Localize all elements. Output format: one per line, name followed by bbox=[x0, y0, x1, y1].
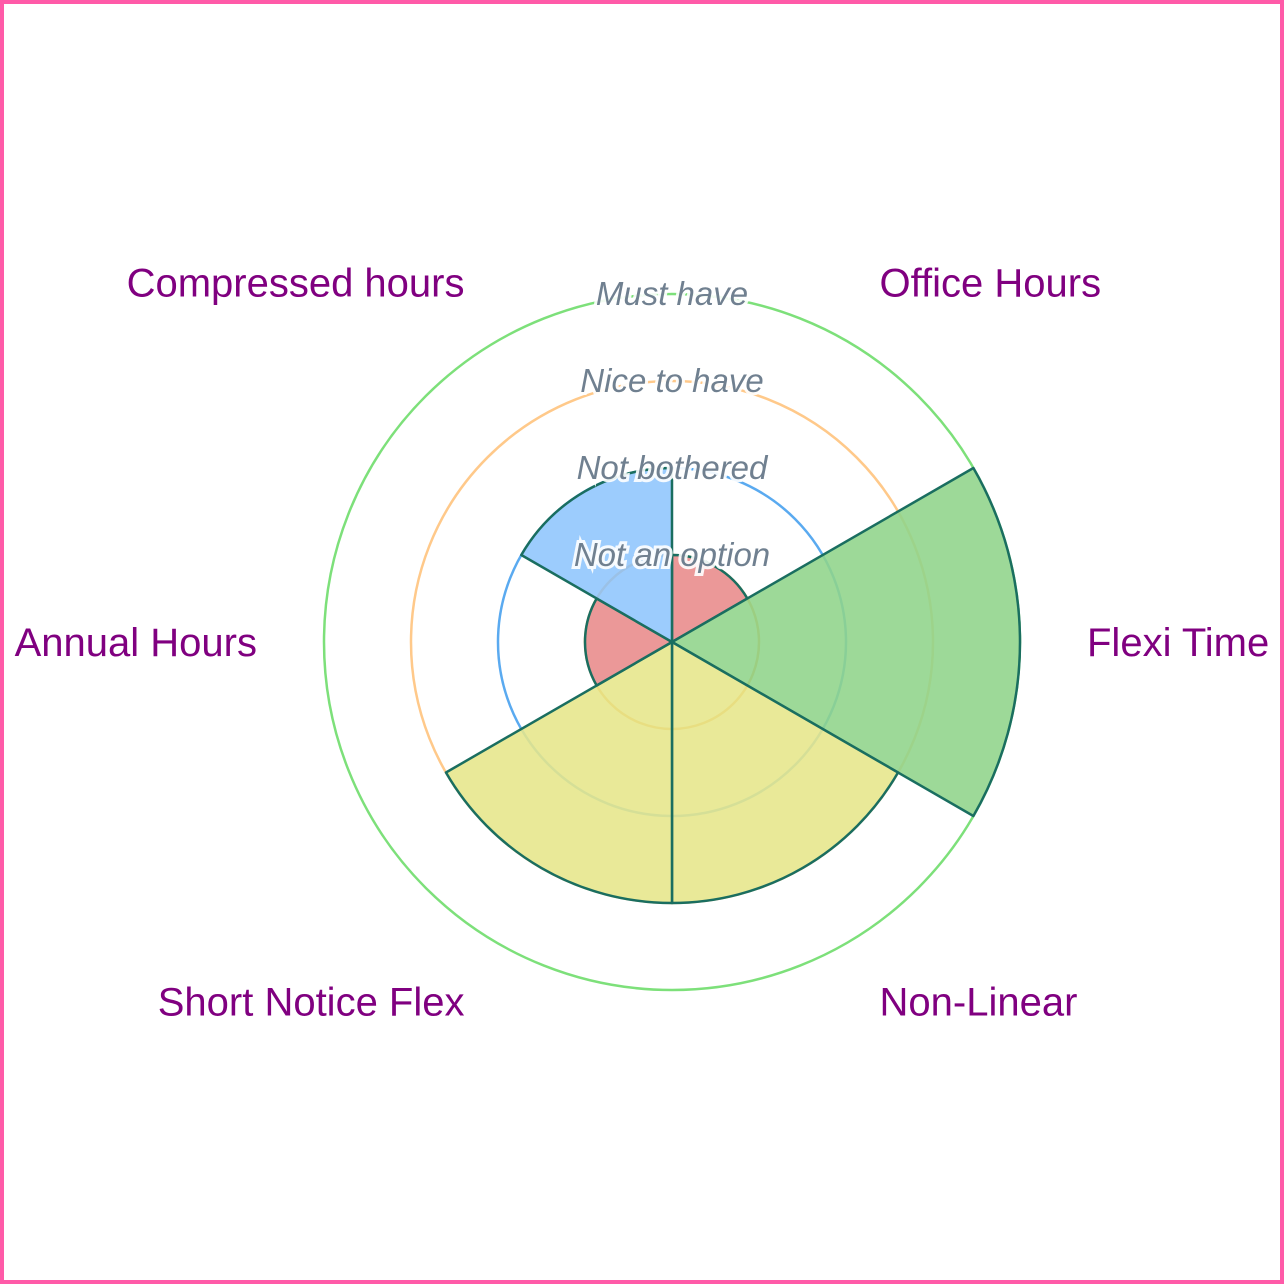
segments bbox=[444, 466, 1022, 905]
category-label-office-hours: Office Hours bbox=[880, 262, 1102, 306]
category-label-compressed-hours: Compressed hours bbox=[127, 262, 465, 306]
category-label-non-linear: Non-Linear bbox=[880, 980, 1078, 1024]
category-labels: Office Hours Flexi Time Non-Linear Short No… bbox=[15, 262, 1270, 1025]
segment-short-notice-flex[interactable] bbox=[444, 640, 674, 905]
ring-label-must-have: Must have bbox=[596, 275, 748, 312]
segment-non-linear[interactable] bbox=[670, 640, 900, 905]
segment-flexi-time[interactable] bbox=[670, 466, 1022, 818]
polar-area-chart: Not an option Not bothered Nice to have Mus… bbox=[15, 262, 1270, 1025]
segment-office-hours[interactable] bbox=[670, 553, 749, 644]
ring-label-not-bothered: Not bothered bbox=[577, 449, 769, 486]
ring-labels: Not an option Not bothered Nice to have Mus… bbox=[571, 272, 773, 576]
ring-label-nice-to-have: Nice to have bbox=[580, 362, 763, 399]
segment-compressed-hours[interactable] bbox=[520, 466, 674, 644]
category-label-short-notice-flex: Short Notice Flex bbox=[158, 980, 465, 1024]
segment-annual-hours[interactable] bbox=[583, 597, 674, 687]
ring-label-not-an-option: Not an option bbox=[574, 536, 770, 573]
category-label-flexi-time: Flexi Time bbox=[1087, 621, 1269, 665]
category-label-annual-hours: Annual Hours bbox=[15, 621, 257, 665]
